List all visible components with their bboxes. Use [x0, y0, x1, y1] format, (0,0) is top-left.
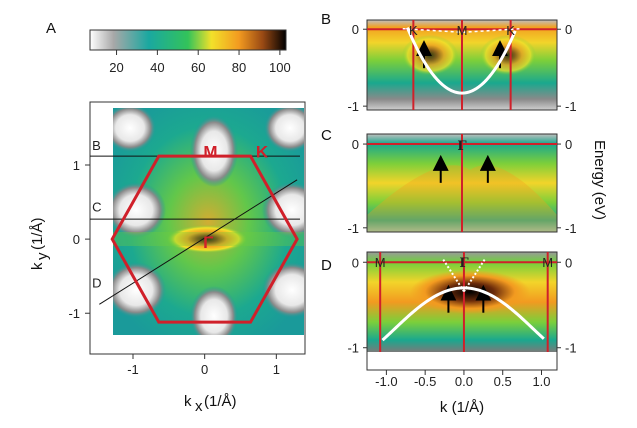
brillouin-zone-hexagon: [110, 154, 299, 324]
right-y-tick-label: -1: [565, 221, 577, 236]
point-label: M: [457, 23, 468, 38]
panel-a-frame: [89, 101, 306, 355]
y-tick-label: -1: [347, 99, 359, 114]
x-tick-label: -1.0: [375, 374, 397, 389]
point-label: Γ: [459, 256, 469, 271]
cut-label-d: D: [92, 275, 101, 290]
x-tick-label: -0.5: [414, 374, 436, 389]
panel-b: 0 0 -1 -1 K M K: [347, 19, 577, 114]
panel-d: 0 0 -1 -1 -1.0 -0.5 0.0 0.5 1.0 k (1/Å) M Γ M: [347, 251, 577, 416]
x-tick-label: 1.0: [532, 374, 550, 389]
colorbar-ticks: 20 40 60 80 100: [109, 50, 291, 75]
colorbar-tick-label: 20: [109, 60, 123, 75]
panel-c: 0 0 -1 -1 Γ Energy (eV): [347, 133, 608, 236]
colorbar-tick-label: 60: [191, 60, 205, 75]
panel-b-overlay: 0 0 -1 -1 K M K: [347, 20, 577, 114]
panel-d-heatmap: [367, 252, 557, 352]
point-label: K: [506, 23, 515, 38]
y-axis-label: ky (1/Å): [29, 217, 51, 270]
panel-label-c: C: [321, 127, 332, 144]
y-tick-label: 0: [352, 255, 359, 270]
x-tick-label: 0.5: [494, 374, 512, 389]
right-y-tick-label: 0: [565, 22, 572, 37]
energy-axis-label-text: Energy (eV): [591, 140, 608, 220]
cut-label-c: C: [92, 200, 101, 215]
x-axis-label: k: [184, 393, 192, 410]
panel-label-a: A: [46, 20, 56, 37]
panel-d-overlay: 0 0 -1 -1 -1.0 -0.5 0.0 0.5 1.0 k (1/Å) M Γ M: [347, 252, 577, 416]
x-tick-label: 0.0: [455, 374, 473, 389]
y-tick-label: -1: [347, 341, 359, 356]
point-label: M: [375, 255, 386, 270]
panel-c-overlay: 0 0 -1 -1 Γ Energy (eV): [347, 134, 608, 236]
y-tick-label: -1: [347, 221, 359, 236]
dispersion-curve: [381, 286, 545, 342]
panel-label-b: B: [321, 11, 331, 28]
point-label: K: [409, 23, 418, 38]
colorbar-gradient: [89, 29, 287, 51]
energy-axis-label: Energy (eV): [591, 140, 608, 220]
y-tick-label: 1: [73, 158, 80, 173]
x-tick-label: 1: [273, 362, 280, 377]
colorbar-tick-label: 80: [232, 60, 246, 75]
panel-d-frame: [366, 251, 558, 371]
symmetry-point-2: K: [256, 143, 269, 162]
x-axis-label: k (1/Å): [440, 399, 484, 416]
symmetry-point-1: M: [203, 143, 217, 162]
panel-label-d: D: [321, 257, 332, 274]
dispersion-dashed: [402, 27, 520, 34]
y-tick-label: -1: [68, 306, 80, 321]
point-label-gamma: Γ: [457, 139, 467, 154]
right-y-tick-label: -1: [565, 99, 577, 114]
y-axis-label-main: k: [29, 262, 46, 270]
right-y-tick-label: -1: [565, 341, 577, 356]
x-tick-label: 0: [201, 362, 208, 377]
right-y-tick-label: 0: [565, 137, 572, 152]
y-tick-label: 0: [352, 137, 359, 152]
cut-line-d: [99, 179, 298, 305]
right-y-tick-label: 0: [565, 255, 572, 270]
dispersion-dotted-left: [441, 257, 465, 293]
cut-label-b: B: [92, 138, 101, 153]
x-axis-label-sub: x: [195, 398, 203, 415]
y-tick-label: 0: [352, 22, 359, 37]
dispersion-dotted-right: [463, 257, 487, 293]
y-axis-label-unit: (1/Å): [29, 217, 46, 250]
point-label: M: [542, 255, 553, 270]
x-tick-label: -1: [127, 362, 139, 377]
symmetry-point-3: Γ: [203, 233, 213, 252]
y-axis-label-sub: y: [34, 252, 51, 260]
colorbar-tick-label: 100: [269, 60, 291, 75]
x-axis-label-unit: (1/Å): [204, 393, 237, 410]
dispersion-curve: [405, 27, 517, 95]
y-tick-label: 0: [73, 232, 80, 247]
colorbar: 20 40 60 80 100: [89, 29, 291, 75]
colorbar-tick-label: 40: [150, 60, 164, 75]
